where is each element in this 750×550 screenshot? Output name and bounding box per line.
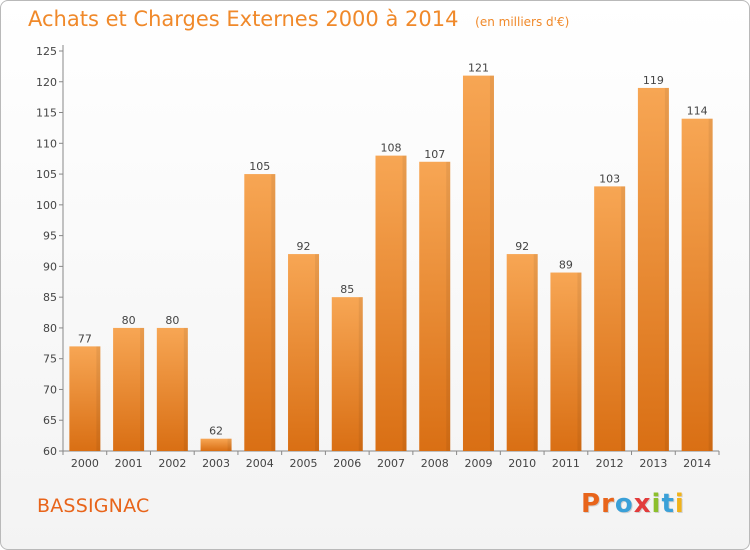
data-label: 85 [340, 283, 354, 296]
logo-letter: o [614, 489, 634, 519]
bar-shade [664, 87, 669, 451]
y-tick-label: 90 [43, 260, 57, 273]
x-tick-label: 2011 [552, 457, 580, 470]
bar-shade [140, 327, 145, 451]
logo-letter: i [651, 489, 662, 519]
x-tick-label: 2007 [377, 457, 405, 470]
bar-shade [489, 75, 494, 451]
logo-letter: t [661, 489, 675, 519]
bar [288, 254, 320, 451]
bar-shade [533, 254, 538, 451]
bar-shade [96, 346, 101, 451]
logo-letter: i [674, 489, 685, 519]
bar-shade [402, 155, 407, 451]
chart-title: Achats et Charges Externes 2000 à 2014 (… [28, 7, 569, 31]
x-tick-label: 2013 [639, 457, 667, 470]
y-tick-label: 70 [43, 383, 57, 396]
bar-shade [621, 186, 626, 451]
chart-title-text: Achats et Charges Externes 2000 à 2014 [28, 7, 459, 31]
bar-shade [358, 297, 363, 451]
data-label: 62 [209, 425, 223, 438]
data-label: 77 [78, 332, 92, 345]
y-tick-label: 85 [43, 291, 57, 304]
bar [550, 272, 582, 451]
bar-shade [708, 118, 713, 451]
x-tick-label: 2010 [508, 457, 536, 470]
data-label: 80 [165, 314, 179, 327]
x-tick-label: 2006 [333, 457, 361, 470]
chart-unit: (en milliers d'€) [475, 15, 570, 29]
y-tick-label: 110 [36, 137, 57, 150]
bar [419, 161, 451, 451]
y-tick-label: 60 [43, 445, 57, 458]
bar-shade [183, 327, 188, 451]
bar [375, 155, 407, 451]
x-tick-label: 2004 [246, 457, 274, 470]
x-tick-label: 2003 [202, 457, 230, 470]
data-label: 107 [424, 148, 445, 161]
bar [506, 254, 538, 451]
data-label: 114 [687, 105, 708, 118]
bar-shade [271, 174, 276, 452]
logo-letter: r [601, 489, 615, 519]
bar-shade [446, 161, 451, 451]
bar [113, 327, 145, 451]
bar [594, 186, 626, 451]
data-label: 119 [643, 74, 664, 87]
bar-shade [577, 272, 582, 451]
x-tick-label: 2012 [596, 457, 624, 470]
bar [200, 438, 232, 451]
bar-shade [227, 438, 232, 451]
data-label: 80 [122, 314, 136, 327]
proxiti-logo: Proxiti [581, 489, 685, 519]
logo-letter: x [633, 489, 652, 519]
bar [462, 75, 494, 451]
data-label: 92 [297, 240, 311, 253]
x-tick-label: 2000 [71, 457, 99, 470]
data-label: 89 [559, 259, 573, 272]
bar [244, 174, 276, 452]
bar [156, 327, 188, 451]
data-label: 103 [599, 172, 620, 185]
bar [69, 346, 101, 451]
y-tick-label: 65 [43, 414, 57, 427]
bar [637, 87, 669, 451]
x-tick-label: 2014 [683, 457, 711, 470]
x-tick-label: 2005 [290, 457, 318, 470]
x-tick-label: 2009 [464, 457, 492, 470]
y-tick-label: 105 [36, 168, 57, 181]
x-tick-label: 2008 [421, 457, 449, 470]
y-tick-label: 95 [43, 230, 57, 243]
x-tick-label: 2002 [158, 457, 186, 470]
y-tick-label: 100 [36, 199, 57, 212]
y-tick-label: 120 [36, 76, 57, 89]
y-tick-label: 80 [43, 322, 57, 335]
commune-name: BASSIGNAC [37, 495, 150, 517]
y-tick-label: 125 [36, 45, 57, 58]
data-label: 105 [249, 160, 270, 173]
data-label: 108 [381, 142, 402, 155]
logo-letter: P [581, 489, 602, 519]
data-label: 121 [468, 62, 489, 75]
data-label: 92 [515, 240, 529, 253]
x-tick-label: 2001 [115, 457, 143, 470]
bar [331, 297, 363, 451]
bar-shade [315, 254, 320, 451]
y-tick-label: 115 [36, 107, 57, 120]
y-tick-label: 75 [43, 353, 57, 366]
bar [681, 118, 713, 451]
